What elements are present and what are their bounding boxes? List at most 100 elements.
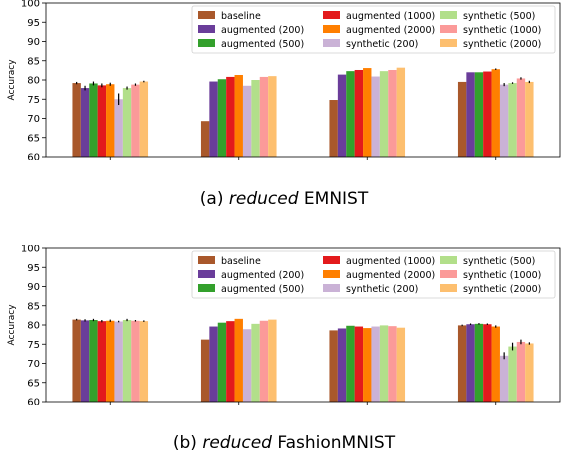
caption-a-label: (a) (199, 189, 229, 209)
y-tick-label: 80 (27, 321, 40, 332)
bar (363, 328, 372, 402)
bar (89, 319, 98, 402)
legend-swatch (198, 284, 215, 292)
legend-swatch (323, 270, 340, 278)
legend-entry: augmented (2000) (346, 270, 435, 281)
legend-entry: augmented (200) (221, 270, 304, 281)
legend-entry: augmented (500) (221, 39, 304, 50)
bar (525, 81, 534, 157)
y-tick-label: 70 (27, 359, 40, 370)
bar (329, 100, 338, 157)
bar (466, 72, 475, 157)
bar (329, 330, 338, 402)
bar (346, 325, 355, 402)
bar (251, 323, 260, 402)
bar (209, 326, 218, 402)
y-tick-label: 100 (21, 0, 40, 10)
chart-panel-a: 6065707580859095100AccuracyMLPSVMkNNRand… (7, 0, 561, 161)
bar (217, 79, 227, 157)
legend-swatch (198, 270, 215, 278)
bar (491, 69, 500, 157)
bar (242, 85, 252, 157)
legend-entry: synthetic (1000) (463, 270, 541, 281)
legend-entry: augmented (2000) (346, 25, 435, 36)
bar (89, 83, 98, 157)
bar (346, 71, 355, 157)
bar (200, 339, 210, 402)
bar (122, 88, 132, 157)
bar (131, 320, 140, 402)
bar (396, 67, 406, 157)
y-tick-label: 85 (27, 56, 40, 67)
legend-swatch (440, 284, 457, 292)
bar (363, 68, 372, 157)
bar (379, 325, 389, 402)
legend-swatch (440, 11, 457, 19)
bar (259, 320, 269, 402)
y-tick-label: 90 (27, 37, 40, 48)
legend-entry: augmented (200) (221, 25, 304, 36)
plot-frame (45, 247, 561, 403)
caption-a-dataset: EMNIST (298, 189, 369, 209)
bar (97, 321, 107, 402)
legend-entry: synthetic (200) (346, 284, 418, 295)
y-tick-label: 95 (27, 18, 40, 29)
bar (396, 327, 406, 402)
bar (483, 71, 492, 157)
bar (268, 319, 277, 402)
legend-swatch (323, 39, 340, 47)
y-tick-label: 60 (27, 398, 40, 406)
legend-swatch (440, 256, 457, 264)
legend-box (191, 250, 556, 299)
legend-swatch (440, 270, 457, 278)
caption-b-emph: reduced (202, 433, 272, 453)
legend-swatch (440, 25, 457, 33)
y-tick-label: 80 (27, 76, 40, 87)
y-axis-label: Accuracy (7, 59, 17, 101)
legend-swatch (198, 11, 215, 19)
legend-entry: synthetic (500) (463, 256, 535, 267)
legend-swatch (323, 284, 340, 292)
caption-b-dataset: FashionMNIST (271, 433, 396, 453)
bar (131, 84, 140, 157)
bar (106, 320, 115, 402)
bar (491, 326, 500, 402)
bar (139, 321, 149, 402)
legend-entry: augmented (500) (221, 284, 304, 295)
legend-entry: augmented (1000) (346, 11, 435, 22)
legend-box (191, 5, 556, 54)
bar (499, 355, 509, 402)
bar (466, 324, 475, 402)
bar (122, 319, 132, 402)
caption-b: (b) reduced FashionMNIST (0, 433, 568, 453)
legend-entry: synthetic (500) (463, 11, 535, 22)
legend-entry: baseline (221, 256, 261, 267)
legend-swatch (323, 11, 340, 19)
y-tick-label: 60 (27, 153, 40, 161)
bar (242, 329, 252, 402)
y-tick-label: 75 (27, 340, 40, 351)
legend-entry: synthetic (2000) (463, 39, 541, 50)
bar (388, 326, 397, 402)
bar (525, 343, 534, 402)
bar (226, 321, 235, 402)
bar (354, 326, 364, 402)
caption-a-emph: reduced (228, 189, 299, 209)
bar (226, 76, 235, 157)
bar (139, 81, 149, 157)
y-axis-label: Accuracy (7, 304, 17, 346)
legend-entry: baseline (221, 11, 261, 22)
bar (516, 78, 526, 157)
y-tick-label: 95 (27, 263, 40, 274)
bar (474, 323, 484, 402)
legend-swatch (323, 25, 340, 33)
bar (499, 84, 509, 157)
y-tick-label: 65 (27, 133, 40, 144)
bar (217, 322, 227, 402)
y-tick-label: 75 (27, 95, 40, 106)
legend-swatch (198, 25, 215, 33)
bar (234, 74, 243, 157)
legend-entry: augmented (1000) (346, 256, 435, 267)
caption-a: (a) reduced EMNIST (0, 189, 568, 209)
